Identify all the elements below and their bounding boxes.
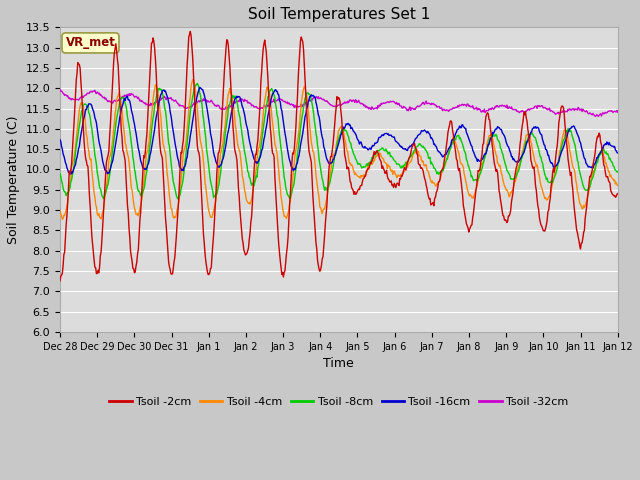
X-axis label: Time: Time bbox=[323, 357, 354, 370]
Legend: Tsoil -2cm, Tsoil -4cm, Tsoil -8cm, Tsoil -16cm, Tsoil -32cm: Tsoil -2cm, Tsoil -4cm, Tsoil -8cm, Tsoi… bbox=[105, 393, 573, 412]
Text: VR_met: VR_met bbox=[65, 36, 115, 49]
Title: Soil Temperatures Set 1: Soil Temperatures Set 1 bbox=[248, 7, 430, 22]
Y-axis label: Soil Temperature (C): Soil Temperature (C) bbox=[7, 115, 20, 244]
